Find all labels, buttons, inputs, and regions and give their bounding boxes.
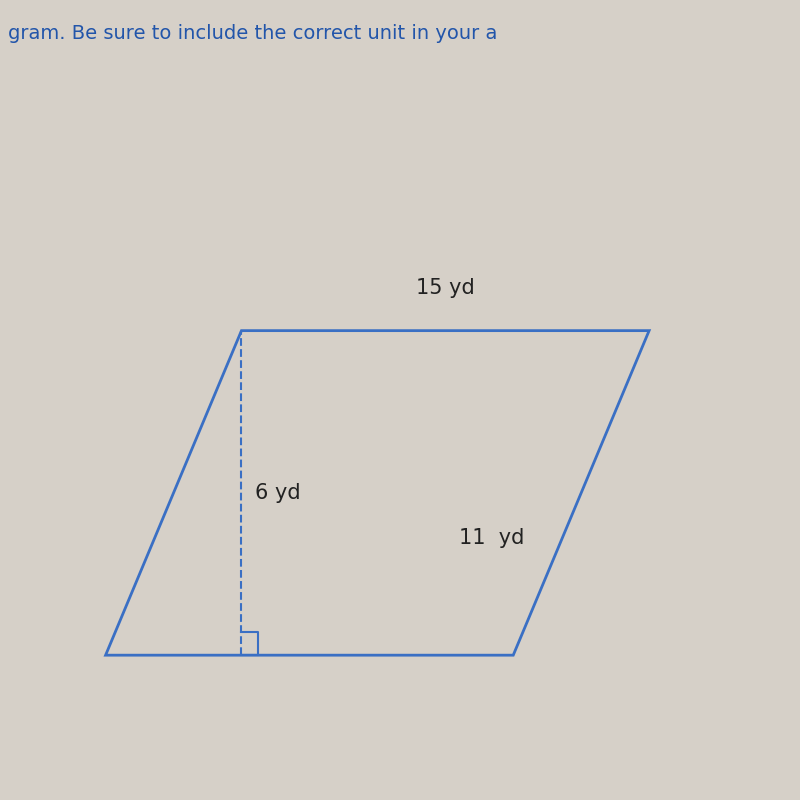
Text: 15 yd: 15 yd xyxy=(416,278,474,298)
Text: 11  yd: 11 yd xyxy=(459,528,524,548)
Text: 6 yd: 6 yd xyxy=(255,483,301,503)
Text: gram. Be sure to include the correct unit in your a: gram. Be sure to include the correct uni… xyxy=(8,24,498,43)
